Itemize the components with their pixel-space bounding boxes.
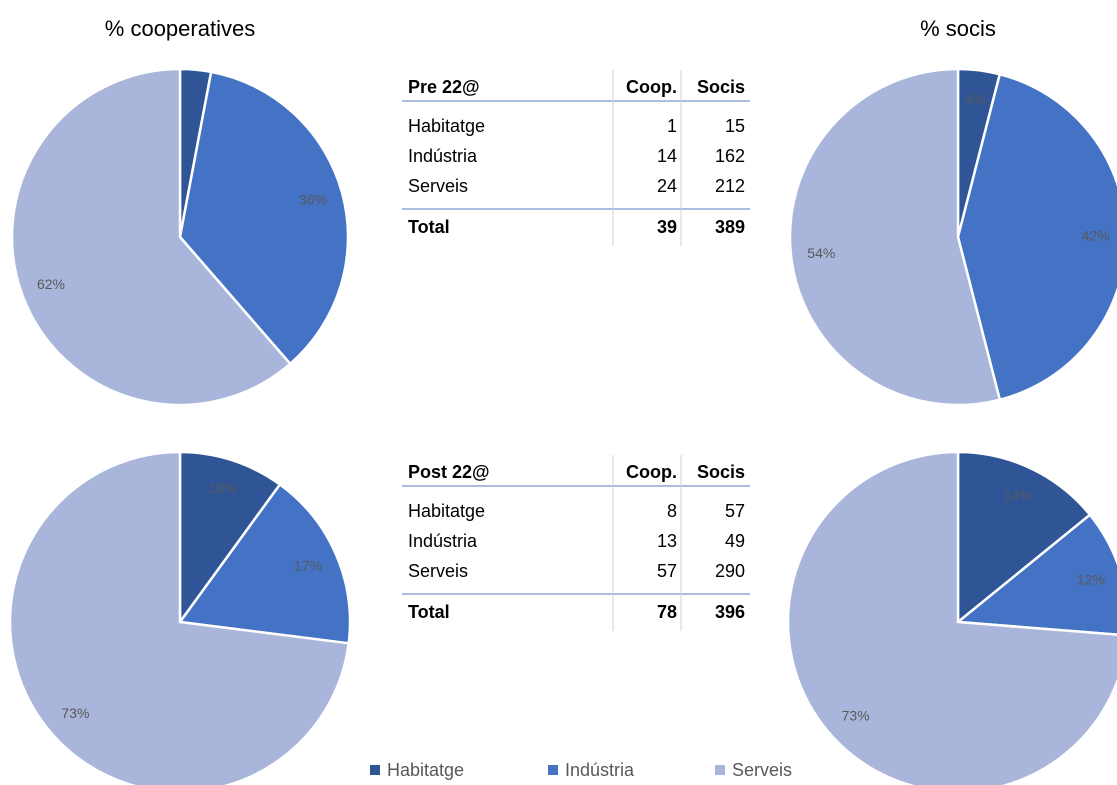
data-label: 36% [299, 192, 327, 208]
data-label: 4% [965, 91, 985, 107]
data-label: 14% [1004, 487, 1032, 503]
table-cell: 290 [715, 561, 745, 581]
pie-slice [786, 450, 1117, 785]
pie-slice [788, 67, 1002, 407]
table-cell: Pre 22@ [408, 77, 480, 97]
legend-label: Indústria [565, 760, 635, 780]
data-label: 10% [209, 480, 237, 496]
table-cell: 1 [667, 116, 677, 136]
table-cell: Habitatge [408, 501, 485, 521]
table-cell: 24 [657, 176, 677, 196]
pie-slice [178, 450, 282, 626]
pie-slice [177, 482, 352, 645]
data-label: 73% [842, 707, 870, 723]
table-cell: 212 [715, 176, 745, 196]
data-label: 62% [37, 276, 65, 292]
table-cell: Coop. [626, 77, 677, 97]
table-cell: 57 [725, 501, 745, 521]
data-label: 73% [61, 705, 89, 721]
table-cell: Coop. [626, 462, 677, 482]
table-cell: 57 [657, 561, 677, 581]
table-cell: Serveis [408, 561, 468, 581]
table-cell: 49 [725, 531, 745, 551]
pie-slice [10, 67, 292, 407]
table-cell: 14 [657, 146, 677, 166]
table-cell: 396 [715, 602, 745, 622]
table-cell: 78 [657, 602, 677, 622]
table-cell: 39 [657, 217, 677, 237]
legend-swatch [715, 765, 725, 775]
data-label: 17% [294, 557, 322, 573]
legend-swatch [548, 765, 558, 775]
data-label: 12% [1077, 571, 1105, 587]
table-cell: Habitatge [408, 116, 485, 136]
data-label: 42% [1082, 228, 1110, 244]
table-cell: 389 [715, 217, 745, 237]
table-cell: 8 [667, 501, 677, 521]
legend-label: Habitatge [387, 760, 464, 780]
legend-swatch [370, 765, 380, 775]
pie-slice [954, 513, 1117, 636]
table-cell: Serveis [408, 176, 468, 196]
chart-title: % socis [920, 16, 996, 41]
table-cell: Socis [697, 77, 745, 97]
table-cell: Socis [697, 462, 745, 482]
table-cell: Total [408, 602, 450, 622]
table-cell: 15 [725, 116, 745, 136]
pie-slice [178, 70, 350, 366]
chart-title: % cooperatives [105, 16, 255, 41]
pie-slice [956, 450, 1092, 625]
data-label: 54% [807, 245, 835, 261]
pie-slice [8, 450, 351, 785]
table-cell: Post 22@ [408, 462, 490, 482]
table-cell: 13 [657, 531, 677, 551]
table-cell: 162 [715, 146, 745, 166]
table-cell: Indústria [408, 531, 478, 551]
table-cell: Indústria [408, 146, 478, 166]
table-cell: Total [408, 217, 450, 237]
legend-label: Serveis [732, 760, 792, 780]
pie-slice [956, 72, 1117, 402]
